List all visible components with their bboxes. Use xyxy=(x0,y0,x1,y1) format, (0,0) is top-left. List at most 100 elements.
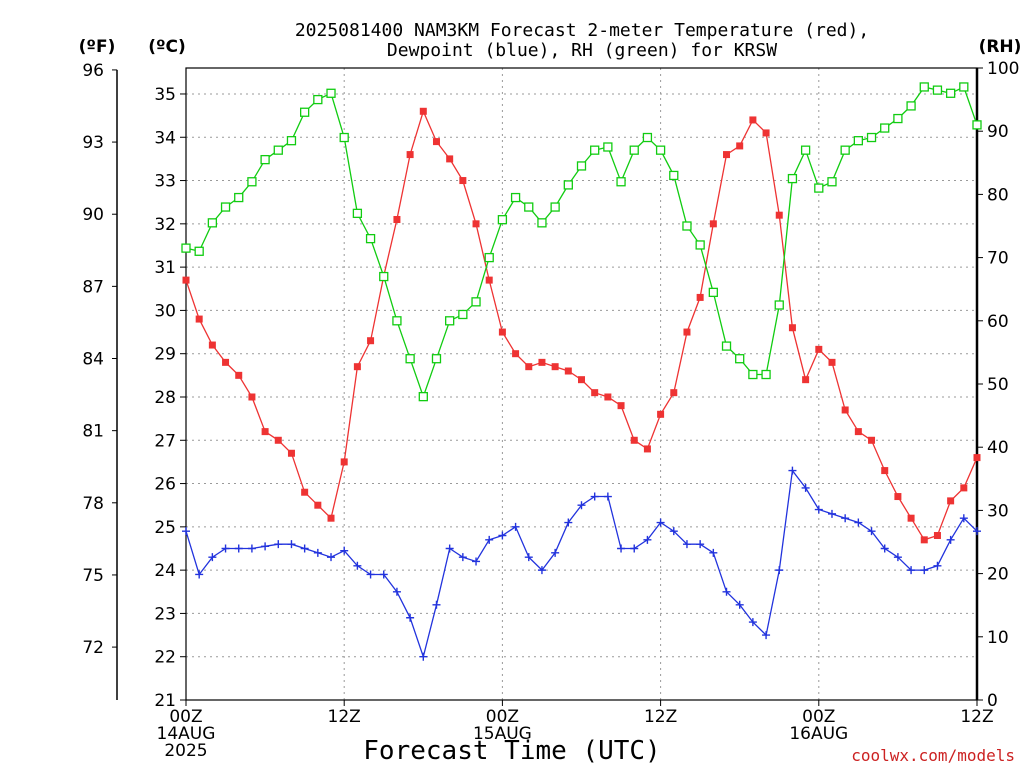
temperature-point xyxy=(195,315,203,323)
temperature-point xyxy=(973,454,981,462)
dewpoint-point xyxy=(287,540,296,549)
fahrenheit-tick-label: 78 xyxy=(82,494,104,514)
dewpoint-point xyxy=(472,557,481,566)
fahrenheit-tick-label: 72 xyxy=(82,638,104,658)
rh-point xyxy=(431,354,442,364)
temperature-point xyxy=(696,293,704,301)
dewpoint-point xyxy=(221,544,230,553)
time-tick-label: 15AUG xyxy=(473,724,532,744)
temperature-point xyxy=(274,436,282,444)
rh-point xyxy=(761,369,771,380)
dewpoint-point xyxy=(603,492,612,501)
rh-point xyxy=(484,252,494,263)
rh-point xyxy=(471,297,481,307)
fahrenheit-tick-label: 87 xyxy=(82,277,104,297)
rh-point xyxy=(576,161,587,171)
rh-tick-label: 10 xyxy=(987,628,1009,648)
dewpoint-point xyxy=(748,618,757,627)
rh-point xyxy=(708,287,718,298)
dewpoint-point xyxy=(827,509,836,518)
temperature-point xyxy=(736,142,744,150)
dewpoint-point xyxy=(406,613,415,622)
rh-point xyxy=(392,316,402,326)
temperature-point xyxy=(512,350,520,358)
rh-point xyxy=(919,82,929,92)
rh-point xyxy=(418,391,428,402)
temperature-point xyxy=(538,358,546,366)
rh-point xyxy=(814,183,824,193)
rh-point xyxy=(616,177,626,187)
dewpoint-point xyxy=(419,652,428,661)
x-axis-title: Forecast Time (UTC) xyxy=(363,736,660,766)
temperature-point xyxy=(788,324,796,332)
time-tick-label: 12Z xyxy=(644,707,677,727)
temperature-point xyxy=(604,393,612,401)
dewpoint-point xyxy=(458,553,467,562)
rh-point xyxy=(339,132,349,143)
temperature-point xyxy=(222,358,230,366)
rh-point xyxy=(669,170,679,181)
dewpoint-point xyxy=(959,514,968,523)
celsius-tick-label: 28 xyxy=(154,388,176,408)
temperature-point xyxy=(920,536,928,544)
rh-point xyxy=(603,142,613,152)
dewpoint-point xyxy=(814,505,823,514)
dewpoint-point xyxy=(247,544,256,553)
rh-point xyxy=(365,233,376,244)
temperature-point xyxy=(472,220,480,228)
celsius-tick-label: 31 xyxy=(154,258,176,278)
dewpoint-point xyxy=(920,566,929,575)
time-tick-label: 12Z xyxy=(328,707,361,727)
dewpoint-point xyxy=(880,544,889,553)
temperature-point xyxy=(709,220,717,228)
dewpoint-point xyxy=(788,466,797,475)
temperature-point xyxy=(248,393,256,401)
dewpoint-series xyxy=(182,466,981,661)
credit-text: coolwx.com/models xyxy=(851,746,1015,765)
celsius-tick-label: 33 xyxy=(154,172,176,192)
temperature-point xyxy=(367,337,375,345)
time-tick-label: 12Z xyxy=(960,707,993,727)
temperature-point xyxy=(854,428,862,436)
rh-tick-label: 100 xyxy=(987,59,1019,79)
dewpoint-point xyxy=(485,535,494,544)
rh-point xyxy=(510,192,521,203)
rh-tick-label: 80 xyxy=(987,185,1009,205)
rh-unit-label: (RH) xyxy=(979,37,1022,57)
dewpoint-point xyxy=(300,544,309,553)
rh-point xyxy=(194,246,204,256)
temperature-point xyxy=(775,211,783,219)
rh-point xyxy=(590,145,600,155)
dewpoint-point xyxy=(946,535,955,544)
rh-point xyxy=(893,113,903,124)
dewpoint-point xyxy=(313,548,322,557)
dewpoint-point xyxy=(801,483,810,492)
temperature-point xyxy=(749,116,757,124)
temperature-point xyxy=(828,358,836,366)
temperature-point xyxy=(314,501,322,509)
temperature-point xyxy=(208,341,216,349)
temperature-point xyxy=(881,467,889,475)
celsius-tick-labels: 21 22 23 24 25 26 27 28 29 30 31 32 33 34 35 xyxy=(154,85,186,711)
rh-point xyxy=(735,354,745,364)
dewpoint-point xyxy=(682,540,691,549)
chart-title-line2: Dewpoint (blue), RH (green) for KRSW xyxy=(387,40,777,61)
temperature-point xyxy=(591,389,599,397)
rh-point xyxy=(827,177,837,187)
celsius-tick-label: 24 xyxy=(154,561,176,581)
temperature-point xyxy=(551,363,559,371)
rh-tick-label: 50 xyxy=(987,375,1009,395)
fahrenheit-tick-label: 90 xyxy=(82,205,104,225)
dewpoint-point xyxy=(709,548,718,557)
time-tick-label: 16AUG xyxy=(789,724,848,744)
temperature-point xyxy=(432,138,440,146)
rh-point xyxy=(906,101,916,111)
time-tick-label: 14AUG xyxy=(157,724,216,744)
dewpoint-point xyxy=(524,553,533,562)
temperature-point xyxy=(762,129,770,137)
dewpoint-point xyxy=(445,544,454,553)
temperature-point xyxy=(907,514,915,522)
dewpoint-point xyxy=(182,527,190,536)
rh-point xyxy=(299,107,310,117)
